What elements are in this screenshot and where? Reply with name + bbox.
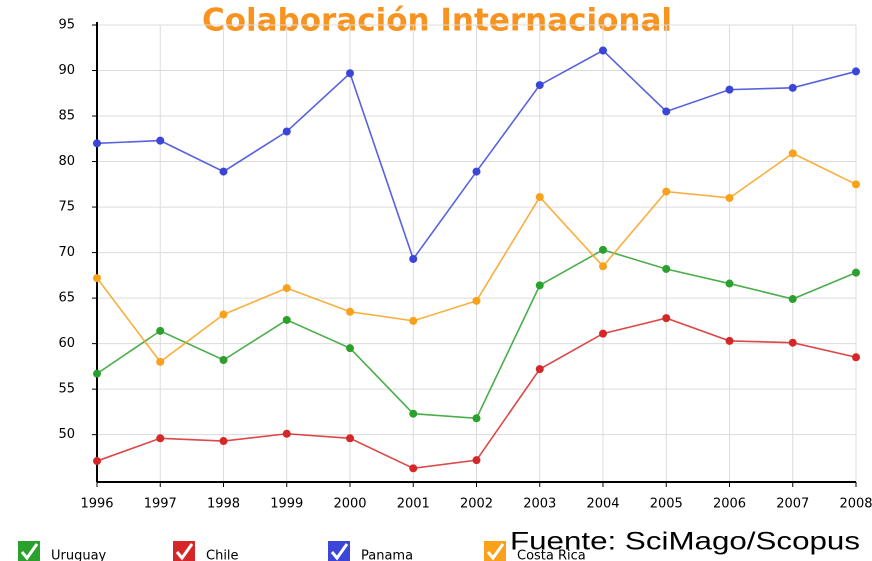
data-point [93,274,101,283]
data-point [662,187,671,196]
x-tick-label: 2002 [460,497,493,512]
data-point [662,314,671,323]
y-tick-label: 80 [58,154,75,169]
data-point [725,279,734,288]
legend-check [20,543,39,561]
data-point [219,310,228,319]
data-point [662,264,671,273]
data-point [599,329,607,338]
y-tick-label: 65 [58,291,75,306]
legend-label: Costa Rica [517,549,586,561]
data-point [852,180,860,189]
data-point [725,193,734,202]
x-tick-label: 2007 [776,497,809,512]
y-tick-label: 70 [58,245,75,260]
data-point [788,149,797,158]
legend-label: Chile [206,549,239,561]
x-tick-label: 1998 [207,497,240,512]
data-point [156,434,165,443]
data-point [599,46,607,55]
y-tick-label: 50 [58,427,75,442]
data-point [346,434,354,443]
data-point [788,83,797,92]
legend-item[interactable]: Costa Rica [484,541,586,561]
data-point [788,295,797,304]
legend-item[interactable]: Panama [328,541,413,561]
data-point [662,107,671,116]
data-point [282,429,291,438]
legend-item[interactable]: Chile [173,541,239,561]
data-point [852,353,860,362]
data-point [219,356,228,365]
data-point [346,307,354,316]
data-point [409,316,418,325]
y-tick-label: 85 [58,109,75,124]
y-tick-label: 90 [58,63,75,78]
data-point [93,457,101,466]
data-point [472,414,481,423]
data-point [93,139,101,148]
x-tick-label: 2001 [397,497,430,512]
legend-label: Panama [361,549,413,561]
data-point [156,136,165,145]
y-tick-label: 60 [58,336,75,351]
legend-check [175,543,194,561]
data-point [788,338,797,347]
data-point [156,357,165,366]
data-point [346,344,354,353]
x-tick-label: 2003 [523,497,556,512]
data-point [346,69,354,78]
x-tick-label: 1996 [80,497,113,512]
data-point [156,326,165,335]
data-point [599,262,607,271]
y-tick-label: 95 [58,18,75,33]
data-point [219,437,228,446]
x-tick-label: 1997 [144,497,177,512]
data-point [409,464,418,473]
legend-check [330,543,349,561]
data-point [535,281,544,290]
data-point [219,167,228,176]
data-point [535,81,544,90]
data-point [725,85,734,94]
data-point [472,456,481,465]
x-tick-label: 2000 [333,497,366,512]
data-point [282,284,291,293]
data-point [282,315,291,324]
data-point [535,193,544,202]
y-tick-label: 55 [58,382,75,397]
x-tick-label: 2004 [586,497,619,512]
x-tick-label: 2006 [713,497,746,512]
data-point [472,167,481,176]
x-tick-label: 2008 [839,497,872,512]
data-point [282,127,291,136]
data-point [409,409,418,418]
x-tick-label: 1999 [270,497,303,512]
legend-item[interactable]: Uruguay [18,541,107,561]
data-point [535,365,544,374]
data-point [599,245,607,254]
data-point [852,67,860,76]
legend-label: Uruguay [51,549,107,561]
legend-check [486,543,505,561]
source-note: Fuente: SciMago/Scopus [510,528,860,556]
data-point [93,369,101,378]
chart-title: Colaboración Internacional [202,3,672,39]
data-point [409,254,418,263]
x-tick-label: 2005 [650,497,683,512]
data-point [725,336,734,345]
data-point [852,268,860,277]
y-tick-label: 75 [58,200,75,215]
data-point [472,296,481,305]
